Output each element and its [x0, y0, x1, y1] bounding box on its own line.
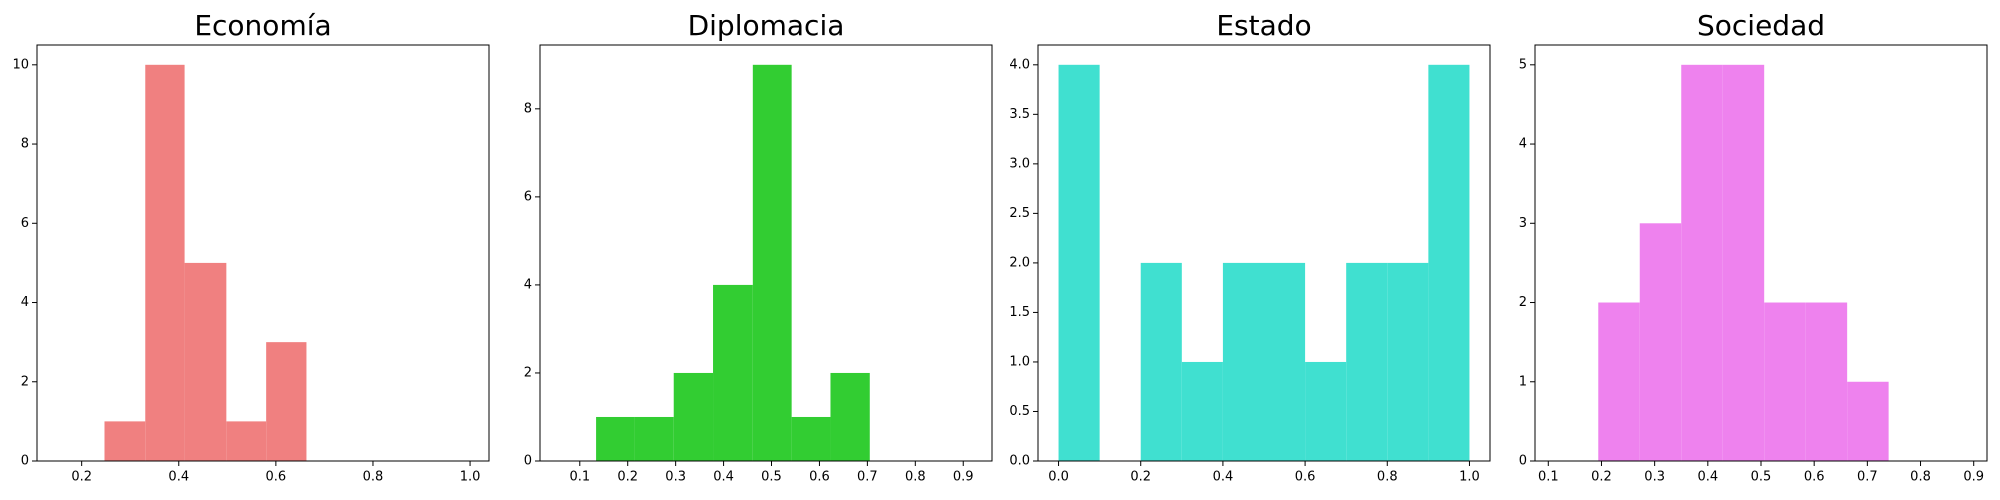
x-tick-label: 0.6 [1804, 470, 1825, 485]
x-tick-label: 0.3 [1644, 470, 1665, 485]
y-tick-label: 0.0 [1009, 454, 1030, 469]
bar [1847, 381, 1889, 461]
y-tick-label: 4 [21, 295, 29, 310]
x-tick-label: 0.8 [1910, 470, 1931, 485]
x-tick-label: 0.6 [809, 470, 830, 485]
bar [1140, 262, 1182, 461]
x-tick-label: 0.2 [1130, 470, 1151, 485]
bar [1305, 361, 1347, 461]
bar [673, 372, 714, 461]
x-tick-label: 0.4 [1697, 470, 1718, 485]
y-tick-label: 4.0 [1009, 57, 1030, 72]
x-tick-label: 0.6 [1295, 470, 1316, 485]
x-tick-label: 0.4 [1213, 470, 1234, 485]
x-tick-label: 0.8 [1377, 470, 1398, 485]
x-tick-label: 0.2 [617, 470, 638, 485]
y-tick-label: 3.5 [1009, 107, 1030, 122]
y-tick-label: 8 [21, 137, 29, 152]
bar [1681, 64, 1723, 462]
bar [1598, 302, 1640, 461]
x-tick-label: 0.8 [905, 470, 926, 485]
y-tick-label: 1.0 [1009, 354, 1030, 369]
x-tick-label: 0.4 [168, 470, 189, 485]
bar [1264, 262, 1306, 461]
axes-frame [36, 44, 490, 462]
x-tick-label: 0.0 [1048, 470, 1069, 485]
y-tick-label: 3.0 [1009, 156, 1030, 171]
x-tick-label: 0.6 [266, 470, 287, 485]
y-tick-label: 5 [1519, 57, 1527, 72]
bar [791, 416, 831, 461]
bar [226, 421, 267, 461]
chart-title: Diplomacia [688, 9, 845, 42]
bar [752, 64, 792, 462]
y-tick-label: 4 [524, 277, 532, 292]
y-tick-label: 1.5 [1009, 305, 1030, 320]
x-tick-label: 1.0 [460, 470, 481, 485]
y-tick-label: 3 [1519, 216, 1527, 231]
x-tick-label: 1.0 [1459, 470, 1480, 485]
axes-frame [1037, 44, 1491, 462]
bar [596, 416, 635, 461]
bar [266, 342, 307, 461]
y-tick-label: 4 [1519, 137, 1527, 152]
bar [1805, 302, 1848, 461]
x-tick-label: 0.7 [1857, 470, 1878, 485]
x-tick-label: 0.9 [953, 470, 974, 485]
x-tick-label: 0.2 [1591, 470, 1612, 485]
x-tick-label: 0.1 [1538, 470, 1559, 485]
y-tick-label: 0.5 [1009, 404, 1030, 419]
x-tick-label: 0.1 [569, 470, 590, 485]
bar [1639, 223, 1682, 461]
x-tick-label: 0.9 [1963, 470, 1984, 485]
axes-frame [539, 44, 993, 462]
bar [1387, 262, 1429, 461]
y-tick-label: 6 [21, 216, 29, 231]
y-tick-label: 1 [1519, 374, 1527, 389]
x-tick-label: 0.5 [1751, 470, 1772, 485]
x-tick-label: 0.2 [71, 470, 92, 485]
bar [1181, 361, 1223, 461]
bar [1058, 64, 1100, 462]
x-tick-label: 0.8 [363, 470, 384, 485]
bar [830, 372, 870, 461]
y-tick-label: 8 [524, 101, 532, 116]
y-tick-label: 2.0 [1009, 255, 1030, 270]
y-tick-label: 10 [12, 57, 29, 72]
bar [1764, 302, 1806, 461]
x-tick-label: 0.4 [713, 470, 734, 485]
x-tick-label: 0.3 [665, 470, 686, 485]
bar [634, 416, 674, 461]
bar [1346, 262, 1388, 461]
bar [145, 64, 185, 462]
y-tick-label: 0 [21, 454, 29, 469]
y-tick-label: 2 [21, 374, 29, 389]
bar [104, 421, 146, 461]
bar [184, 262, 227, 461]
y-tick-label: 6 [524, 189, 532, 204]
y-tick-label: 2 [524, 365, 532, 380]
bar [713, 284, 753, 461]
x-tick-label: 0.7 [857, 470, 878, 485]
y-tick-label: 0 [1519, 454, 1527, 469]
bar [1722, 64, 1765, 462]
y-tick-label: 2 [1519, 295, 1527, 310]
y-tick-label: 2.5 [1009, 206, 1030, 221]
y-tick-label: 0 [524, 454, 532, 469]
bar [1428, 64, 1470, 462]
bar [1222, 262, 1264, 461]
x-tick-label: 0.5 [761, 470, 782, 485]
chart-title: Sociedad [1697, 9, 1825, 42]
chart-title: Economía [194, 9, 331, 42]
chart-title: Estado [1216, 9, 1311, 42]
